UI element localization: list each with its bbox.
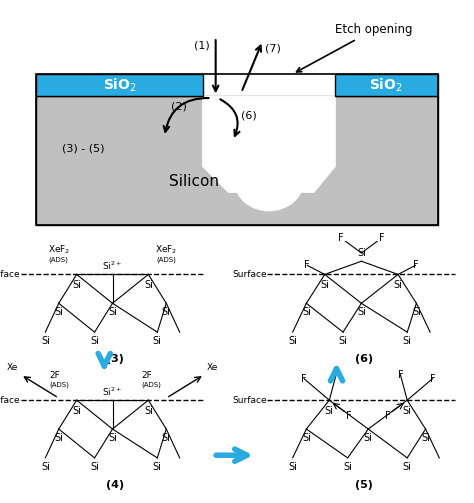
Text: Xe: Xe <box>7 363 18 372</box>
Text: Si: Si <box>412 307 421 317</box>
Text: 2F: 2F <box>49 371 60 380</box>
Text: Si: Si <box>72 405 81 415</box>
Text: (ADS): (ADS) <box>49 257 69 263</box>
Text: (6): (6) <box>355 354 373 364</box>
Text: Silicon: Silicon <box>169 174 219 189</box>
Text: (5): (5) <box>355 479 373 489</box>
Text: Si: Si <box>144 405 153 415</box>
Text: Si: Si <box>153 337 162 346</box>
Text: F: F <box>413 261 418 270</box>
Text: Surface: Surface <box>232 270 266 279</box>
Text: Si: Si <box>108 433 117 443</box>
Text: Si$^{2+}$: Si$^{2+}$ <box>102 260 123 272</box>
Text: F: F <box>398 370 403 380</box>
Text: Si: Si <box>403 462 411 472</box>
Text: Si: Si <box>55 433 63 443</box>
Polygon shape <box>203 96 335 192</box>
Text: Si: Si <box>320 280 329 290</box>
Text: F: F <box>346 411 351 421</box>
Bar <box>335 74 438 96</box>
Text: Si: Si <box>90 337 99 346</box>
Text: Surface: Surface <box>0 396 20 405</box>
Text: (ADS): (ADS) <box>142 381 162 388</box>
Text: F: F <box>379 233 385 243</box>
Text: Si: Si <box>338 337 347 346</box>
Bar <box>36 96 438 225</box>
Text: (3) - (5): (3) - (5) <box>62 143 105 153</box>
Text: Si: Si <box>162 433 171 443</box>
Text: Si: Si <box>288 462 297 472</box>
Text: 2F: 2F <box>142 371 152 380</box>
Text: (ADS): (ADS) <box>49 381 69 388</box>
Text: (6): (6) <box>241 110 257 120</box>
Text: (1): (1) <box>194 40 210 50</box>
Circle shape <box>235 151 303 211</box>
Text: F: F <box>338 233 344 243</box>
Text: Si$^{2+}$: Si$^{2+}$ <box>102 385 123 398</box>
Text: Si: Si <box>72 280 81 290</box>
Bar <box>36 74 203 96</box>
Text: SiO$_2$: SiO$_2$ <box>369 76 403 94</box>
Text: Xe: Xe <box>207 363 218 372</box>
Text: SiO$_2$: SiO$_2$ <box>103 76 137 94</box>
Text: Si: Si <box>357 307 366 317</box>
Text: (3): (3) <box>106 354 124 364</box>
Text: Si: Si <box>343 462 352 472</box>
Bar <box>36 74 438 225</box>
Text: (7): (7) <box>264 44 281 54</box>
Text: Si: Si <box>288 337 297 346</box>
Text: F: F <box>429 374 435 384</box>
Text: (ADS): (ADS) <box>156 257 176 263</box>
Text: (2): (2) <box>171 101 187 111</box>
Text: Si: Si <box>144 280 153 290</box>
Text: Si: Si <box>403 405 411 415</box>
Text: Si: Si <box>162 307 171 317</box>
Text: Si: Si <box>421 433 430 443</box>
Text: Etch opening: Etch opening <box>297 23 413 72</box>
Text: Si: Si <box>302 307 311 317</box>
Text: Si: Si <box>364 433 373 443</box>
Text: (4): (4) <box>106 479 124 489</box>
Text: Si: Si <box>90 462 99 472</box>
Text: Si: Si <box>153 462 162 472</box>
Text: Si: Si <box>325 405 334 415</box>
Text: Si: Si <box>55 307 63 317</box>
Text: XeF$_2$: XeF$_2$ <box>47 244 70 257</box>
Text: Si: Si <box>41 462 50 472</box>
Text: F: F <box>301 374 307 384</box>
Text: F: F <box>304 261 310 270</box>
Text: Si: Si <box>393 280 402 290</box>
Text: Surface: Surface <box>0 270 20 279</box>
Text: F: F <box>333 370 339 380</box>
Text: Si: Si <box>357 248 366 258</box>
Text: Si: Si <box>41 337 50 346</box>
Text: Si: Si <box>403 337 411 346</box>
Text: F: F <box>385 411 391 421</box>
Text: Surface: Surface <box>232 396 266 405</box>
Text: Si: Si <box>108 307 117 317</box>
Text: Si: Si <box>302 433 311 443</box>
Text: XeF$_2$: XeF$_2$ <box>155 244 177 257</box>
